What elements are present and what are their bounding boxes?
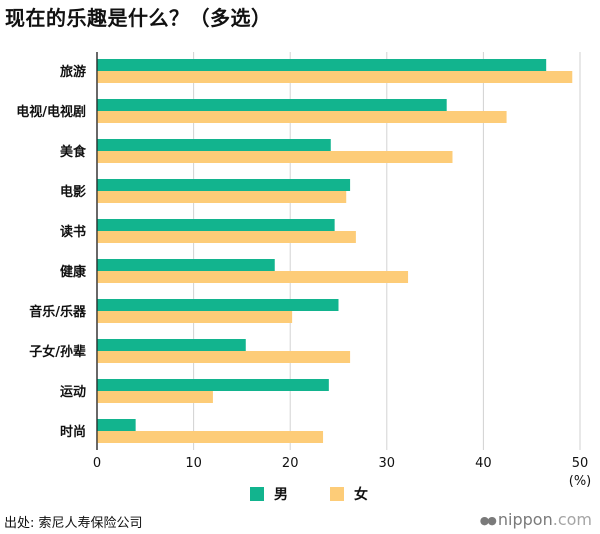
chart-title: 现在的乐趣是什么？（多选） xyxy=(5,6,272,30)
category-label: 音乐/乐器 xyxy=(29,304,87,320)
bar-female xyxy=(97,111,507,123)
bar-male xyxy=(97,219,335,231)
brand-dots-icon: ●● xyxy=(479,514,497,527)
x-tick-label: 30 xyxy=(379,456,396,471)
legend: 男女 xyxy=(250,486,368,503)
bar-male xyxy=(97,139,331,151)
bar-female xyxy=(97,71,573,83)
x-tick-label: 50 xyxy=(572,456,589,471)
x-tick-label: 40 xyxy=(475,456,492,471)
bar-male xyxy=(97,179,351,191)
bar-female xyxy=(97,231,356,243)
bar-female xyxy=(97,191,347,203)
category-label: 健康 xyxy=(60,264,87,280)
bar-male xyxy=(97,59,547,71)
x-tick-label: 0 xyxy=(93,456,101,471)
bar-female xyxy=(97,271,409,283)
category-label: 运动 xyxy=(60,385,86,400)
category-label: 旅游 xyxy=(60,64,86,80)
bar-male xyxy=(97,419,136,431)
legend-item: 男 xyxy=(250,487,288,503)
source-note: 出处: 索尼人寿保险公司 xyxy=(4,516,143,531)
category-label: 电视/电视剧 xyxy=(16,104,86,120)
brand-suffix: .com xyxy=(552,510,592,529)
bar-female xyxy=(97,431,324,443)
x-axis-unit-label: (%) xyxy=(569,474,592,489)
category-label: 美食 xyxy=(60,144,87,160)
legend-label: 女 xyxy=(354,486,368,503)
legend-label: 男 xyxy=(274,487,288,503)
bar-male xyxy=(97,99,447,111)
x-axis-tick-labels: 0 10 20 30 40 50 xyxy=(93,456,588,471)
bar-female xyxy=(97,351,351,363)
legend-swatch xyxy=(330,487,344,501)
bar-female xyxy=(97,151,453,163)
x-tick-label: 10 xyxy=(185,456,202,471)
bar-male xyxy=(97,379,329,391)
brand-name: nippon xyxy=(497,510,553,529)
category-label: 子女/孙辈 xyxy=(29,344,86,360)
brand-logo[interactable]: ●● nippon.com xyxy=(480,510,592,529)
category-label: 时尚 xyxy=(60,424,86,440)
bar-female xyxy=(97,311,293,323)
bars xyxy=(96,52,573,450)
bar-male xyxy=(97,259,275,271)
category-label: 读书 xyxy=(60,224,86,240)
bar-male xyxy=(97,299,339,311)
legend-swatch xyxy=(250,487,264,501)
bar-male xyxy=(97,339,246,351)
legend-item: 女 xyxy=(330,486,368,503)
x-tick-label: 20 xyxy=(282,456,299,471)
bar-female xyxy=(97,391,213,403)
category-label: 电影 xyxy=(60,184,86,200)
